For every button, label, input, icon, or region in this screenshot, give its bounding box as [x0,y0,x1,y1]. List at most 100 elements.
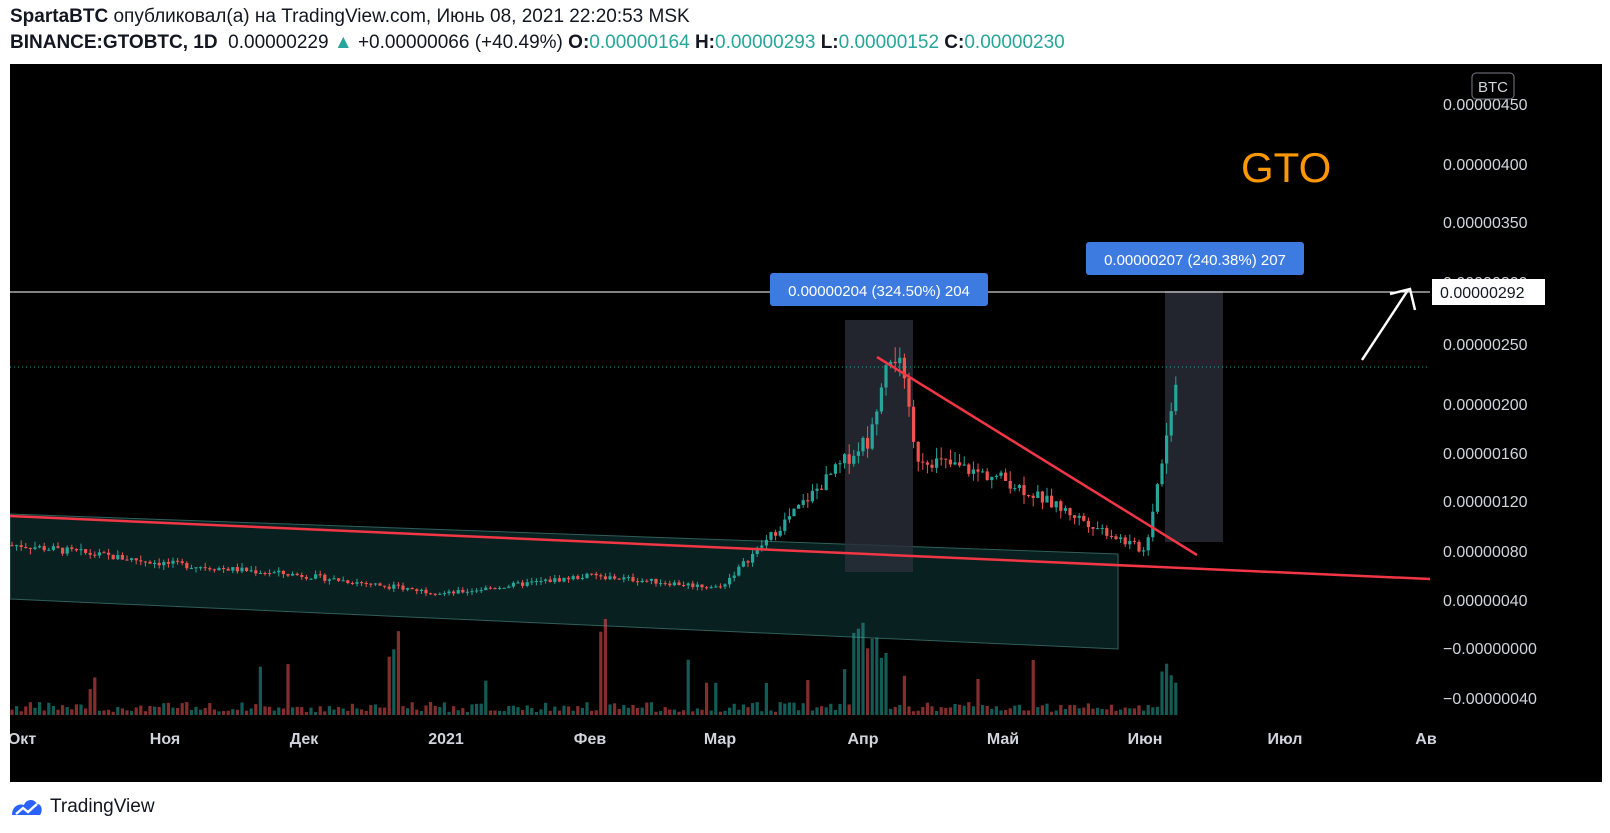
candle-body [613,576,617,579]
volume-bar [580,707,584,715]
volume-bar [944,707,948,715]
y-tick-label: −0.00000040 [1443,691,1537,708]
volume-bar [1146,704,1150,715]
volume-bar [360,709,364,715]
candle-body [1137,541,1141,552]
volume-bar [180,703,184,715]
volume-bar [157,707,161,715]
volume-bar [406,708,410,715]
price-axis[interactable]: 0.000004500.000004000.000003500.00000300… [1443,97,1537,708]
volume-bar [1105,709,1109,715]
volume-bar [801,703,805,715]
candle-body [507,586,511,588]
volume-bar [171,707,175,715]
volume-bar [705,682,709,715]
volume-bar [562,705,566,715]
volume-bar [521,710,525,715]
price-chart[interactable]: 0.00000204 (324.50%) 204 0.00000207 (240… [8,64,1602,782]
candle-body [373,583,377,585]
price-change: +0.00000066 (+40.49%) [357,32,563,53]
candle-body [622,577,626,580]
tradingview-logo-icon[interactable] [10,795,44,819]
candle-body [999,472,1003,476]
time-axis[interactable]: Окт Ноя Дек 2021 Фев Мар Апр Май Июн Июл Ав [8,731,1437,748]
volume-bar [125,710,129,715]
volume-bar [1119,709,1123,715]
volume-bar [925,702,929,715]
candle-body [189,567,193,569]
candle-body [1059,501,1063,511]
candle-body [856,451,860,456]
currency-badge-box[interactable] [1471,72,1515,100]
volume-bar [953,703,957,715]
chart-area[interactable]: 0.00000204 (324.50%) 204 0.00000207 (240… [8,64,1602,782]
volume-bar [153,706,157,715]
volume-bar [401,706,405,715]
volume-bar [856,628,860,715]
volume-bar [199,709,203,715]
volume-bar [668,709,672,715]
volume-bar [166,702,170,715]
volume-bar [654,711,658,715]
candle-body [806,500,810,502]
candle-body [355,582,359,584]
measure-label-1-box [770,273,988,306]
candle-body [567,577,571,580]
volume-bar [824,707,828,715]
volume-bar [1128,708,1132,715]
support-trendline[interactable] [9,514,1431,581]
volume-bar [387,656,391,715]
volume-bar [659,711,663,715]
volume-bar [843,669,847,715]
candle-body [180,561,184,563]
volume-bar [212,709,216,715]
volume-bar [281,708,285,715]
volume-bar [1151,707,1155,715]
candle-body [1174,384,1178,412]
candle-body [484,587,488,591]
volume-bar [1022,710,1026,715]
volume-bar [663,707,667,715]
candle-body [498,587,502,589]
candle-body [1031,495,1035,498]
candle-body [944,458,948,460]
candle-body [286,574,290,576]
candle-body [1146,537,1150,551]
candle-body [571,576,575,580]
candle-body [120,554,124,560]
candle-body [718,586,722,588]
volume-bar [442,702,446,715]
candle-body [139,560,143,562]
volume-bars [10,619,1178,715]
volume-bar [599,631,603,715]
volume-bar [254,704,258,715]
x-tick-label: Ноя [150,731,180,748]
candle-body [378,583,382,586]
candle-body [778,530,782,536]
candle-body [617,578,621,580]
candle-body [534,581,538,583]
resistance-trendline[interactable] [876,355,1198,557]
candle-body [948,459,952,465]
volume-bar [544,702,548,715]
volume-bar [714,682,718,715]
author-name[interactable]: SpartaBTC [10,6,109,27]
volume-bar [626,707,630,715]
candle-body [705,587,709,589]
x-tick-label: 2021 [428,731,464,748]
volume-bar [337,707,341,715]
candle-body [787,516,791,520]
candle-body [824,474,828,490]
candle-body [15,545,19,547]
volume-bar [498,710,502,715]
volume-bar [88,689,92,715]
volume-bar [392,649,396,715]
volume-bar [1165,663,1169,715]
candle-body [939,458,943,460]
volume-bar [935,710,939,715]
candle-body [323,574,327,581]
candle-body [28,547,32,549]
volume-bar [884,652,888,715]
volume-bar [916,710,920,715]
volume-bar [760,711,764,715]
